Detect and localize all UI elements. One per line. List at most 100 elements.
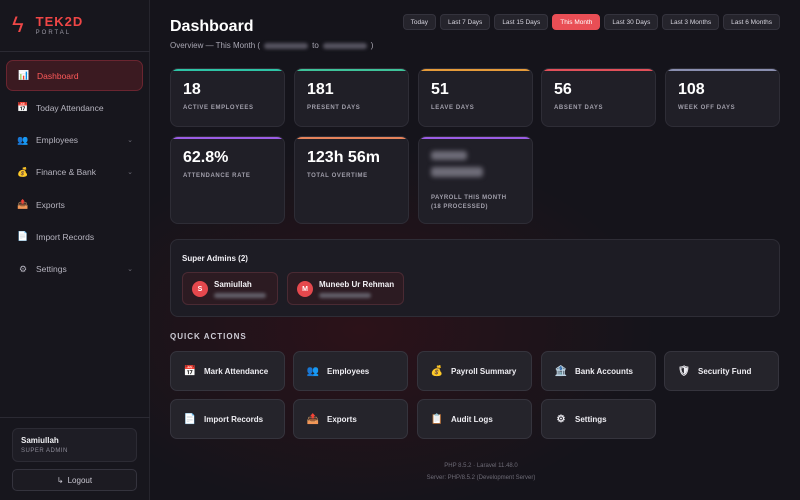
quick-action-label: Payroll Summary (451, 366, 517, 376)
admin-name: Muneeb Ur Rehman (319, 280, 395, 289)
range-last-15-days-button[interactable]: Last 15 Days (494, 14, 549, 30)
stat-label: ATTENDANCE RATE (183, 173, 251, 179)
quick-action-label: Employees (327, 366, 370, 376)
quick-action-bank-accounts[interactable]: 🏦 Bank Accounts (541, 351, 656, 391)
sidebar-item-label: Import Records (36, 231, 95, 242)
stat-label-line: PAYROLL THIS MONTH (431, 195, 507, 201)
avatar: S (192, 281, 208, 297)
sidebar-item-settings[interactable]: ⚙ Settings ⌄ (6, 254, 143, 285)
page-subtitle: Overview — This Month ( to ) (170, 41, 373, 50)
super-admins-title: Super Admins (2) (182, 254, 248, 263)
quick-action-label: Exports (327, 414, 357, 424)
stat-label: ABSENT DAYS (554, 105, 604, 111)
redacted-payroll-currency (431, 151, 467, 160)
range-last-6-months-button[interactable]: Last 6 Months (723, 14, 780, 30)
quick-action-mark-attendance[interactable]: 📅 Mark Attendance (170, 351, 285, 391)
stat-value: 108 (678, 81, 705, 98)
stat-card-present-days: 181 PRESENT DAYS (294, 68, 409, 127)
sidebar-item-import-records[interactable]: 📄 Import Records (6, 221, 143, 252)
brand-logo[interactable]: ϟ TEK2D PORTAL (12, 12, 84, 37)
sidebar-item-today-attendance[interactable]: 📅 Today Attendance (6, 92, 143, 123)
quick-action-label: Security Fund (698, 366, 752, 376)
sidebar-divider (0, 417, 150, 418)
sidebar-item-employees[interactable]: 👥 Employees ⌄ (6, 125, 143, 156)
quick-action-settings[interactable]: ⚙ Settings (541, 399, 656, 439)
admin-name: Samiullah (214, 280, 252, 289)
redacted-end-date (322, 42, 367, 49)
admin-card[interactable]: M Muneeb Ur Rehman (287, 272, 404, 305)
subtitle-prefix: Overview — This Month ( (170, 41, 261, 50)
page-title: Dashboard (170, 18, 254, 35)
bank-icon: 🏦 (554, 365, 568, 377)
subtitle-to: to (312, 41, 319, 50)
chevron-down-icon: ⌄ (127, 137, 133, 145)
quick-action-label: Import Records (204, 414, 264, 424)
sidebar-item-label: Exports (36, 199, 65, 210)
admin-card[interactable]: S Samiullah (182, 272, 278, 305)
redacted-payroll-amount (431, 167, 483, 177)
stat-value: 181 (307, 81, 334, 98)
range-today-button[interactable]: Today (402, 14, 436, 30)
sidebar-item-finance-bank[interactable]: 💰 Finance & Bank ⌄ (6, 157, 143, 188)
brand-subtitle: PORTAL (35, 30, 72, 36)
sidebar-item-label: Finance & Bank (36, 167, 97, 178)
brand-name: TEK2D (35, 14, 84, 29)
sidebar: ϟ TEK2D PORTAL 📊 Dashboard 📅 Today Atten… (0, 0, 150, 500)
avatar: M (297, 281, 313, 297)
quick-action-security-fund[interactable]: 🛡 Security Fund (664, 351, 779, 391)
money-bag-icon: 💰 (17, 166, 29, 177)
bolt-icon: ϟ (12, 12, 24, 37)
chart-icon: 📊 (18, 70, 30, 80)
date-range-filter: Today Last 7 Days Last 15 Days This Mont… (399, 14, 780, 30)
clipboard-icon: 📋 (430, 413, 444, 425)
quick-action-audit-logs[interactable]: 📋 Audit Logs (417, 399, 532, 439)
money-bag-icon: 💰 (430, 365, 444, 377)
server-info: Server: PHP/8.5.2 (Development Server) (426, 475, 536, 481)
quick-action-import-records[interactable]: 📄 Import Records (170, 399, 285, 439)
quick-action-payroll-summary[interactable]: 💰 Payroll Summary (417, 351, 532, 391)
range-last-7-days-button[interactable]: Last 7 Days (439, 14, 491, 30)
sidebar-item-exports[interactable]: 📤 Exports (6, 189, 143, 220)
stat-label: PAYROLL THIS MONTH (18 PROCESSED) (431, 194, 507, 212)
quick-action-label: Mark Attendance (204, 366, 269, 376)
users-icon: 👥 (306, 365, 320, 377)
chevron-down-icon: ⌄ (127, 266, 133, 274)
sidebar-item-label: Today Attendance (36, 102, 104, 113)
quick-action-label: Audit Logs (451, 414, 493, 424)
calendar-icon: 📅 (183, 365, 197, 377)
subtitle-suffix: ) (370, 41, 374, 50)
gear-icon: ⚙ (18, 263, 28, 274)
outbox-icon: 📤 (17, 199, 29, 210)
stat-label: TOTAL OVERTIME (307, 173, 368, 179)
redacted-admin-email (319, 293, 371, 298)
sidebar-item-label: Dashboard (37, 70, 79, 81)
stat-card-week-off-days: 108 WEEK OFF DAYS (665, 68, 780, 127)
quick-action-exports[interactable]: 📤 Exports (293, 399, 408, 439)
stat-label: ACTIVE EMPLOYEES (183, 105, 254, 111)
range-last-30-days-button[interactable]: Last 30 Days (604, 14, 659, 30)
logout-button[interactable]: ↳ Logout (12, 469, 137, 491)
stat-value: 51 (431, 81, 449, 98)
sidebar-item-label: Employees (36, 135, 79, 146)
document-icon: 📄 (183, 413, 197, 425)
logout-label: Logout (67, 475, 93, 485)
sidebar-item-dashboard[interactable]: 📊 Dashboard (6, 60, 143, 91)
logout-icon: ↳ (56, 475, 64, 485)
user-name: Samiullah (21, 436, 59, 445)
range-this-month-button[interactable]: This Month (552, 14, 601, 30)
super-admins-panel: Super Admins (2) S Samiullah M Muneeb Ur… (170, 239, 780, 317)
calendar-icon: 📅 (17, 102, 29, 113)
quick-action-employees[interactable]: 👥 Employees (293, 351, 408, 391)
range-last-3-months-button[interactable]: Last 3 Months (662, 14, 720, 30)
gear-icon: ⚙ (556, 413, 566, 425)
stat-label: LEAVE DAYS (431, 105, 475, 111)
sidebar-divider (0, 51, 150, 52)
stat-value: 62.8% (183, 149, 229, 166)
outbox-icon: 📤 (306, 413, 320, 425)
user-role: SUPER ADMIN (21, 448, 68, 454)
chevron-down-icon: ⌄ (127, 169, 133, 177)
quick-action-label: Settings (575, 414, 607, 424)
users-icon: 👥 (17, 134, 29, 145)
stat-card-absent-days: 56 ABSENT DAYS (541, 68, 656, 127)
stat-label: PRESENT DAYS (307, 105, 361, 111)
